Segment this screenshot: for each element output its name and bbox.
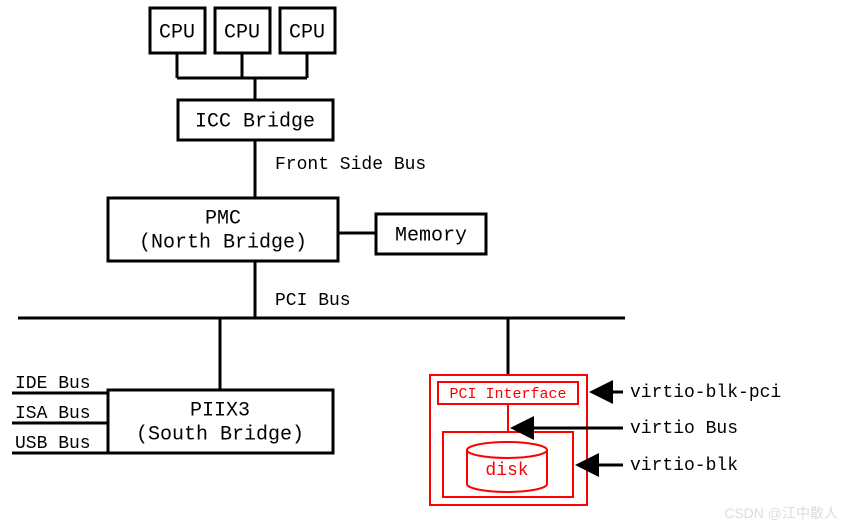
callout-virtio-bus: virtio Bus bbox=[630, 419, 738, 439]
cpu-node-3: CPU bbox=[280, 8, 335, 53]
front-side-bus-label: Front Side Bus bbox=[275, 155, 426, 175]
callout-virtio-blk-pci: virtio-blk-pci bbox=[630, 383, 781, 403]
ide-bus-label: IDE Bus bbox=[15, 374, 91, 394]
pci-bus-label: PCI Bus bbox=[275, 291, 351, 311]
piix3-label-line1: PIIX3 bbox=[190, 399, 250, 422]
memory-node: Memory bbox=[376, 214, 486, 254]
cpu-label-2: CPU bbox=[224, 21, 260, 44]
icc-bridge-label: ICC Bridge bbox=[195, 110, 315, 133]
cpu-label-1: CPU bbox=[159, 21, 195, 44]
memory-label: Memory bbox=[395, 224, 467, 247]
piix3-south-bridge-node: PIIX3 (South Bridge) bbox=[108, 390, 333, 453]
callout-virtio-blk: virtio-blk bbox=[630, 456, 738, 476]
pmc-label-line1: PMC bbox=[205, 207, 241, 230]
usb-bus-label: USB Bus bbox=[15, 434, 91, 454]
piix3-label-line2: (South Bridge) bbox=[136, 423, 304, 446]
pci-interface-label: PCI Interface bbox=[449, 386, 566, 403]
cpu-node-2: CPU bbox=[215, 8, 270, 53]
pci-interface-node: PCI Interface bbox=[438, 382, 578, 404]
pmc-label-line2: (North Bridge) bbox=[139, 231, 307, 254]
cpu-node-1: CPU bbox=[150, 8, 205, 53]
disk-label: disk bbox=[485, 461, 528, 481]
disk-node: disk bbox=[467, 442, 547, 492]
watermark-text: CSDN @江中散人 bbox=[724, 505, 838, 521]
icc-bridge-node: ICC Bridge bbox=[178, 100, 333, 140]
isa-bus-label: ISA Bus bbox=[15, 404, 91, 424]
cpu-label-3: CPU bbox=[289, 21, 325, 44]
architecture-diagram: CPU CPU CPU ICC Bridge Front Side Bus PM… bbox=[0, 0, 848, 525]
pmc-north-bridge-node: PMC (North Bridge) bbox=[108, 198, 338, 261]
